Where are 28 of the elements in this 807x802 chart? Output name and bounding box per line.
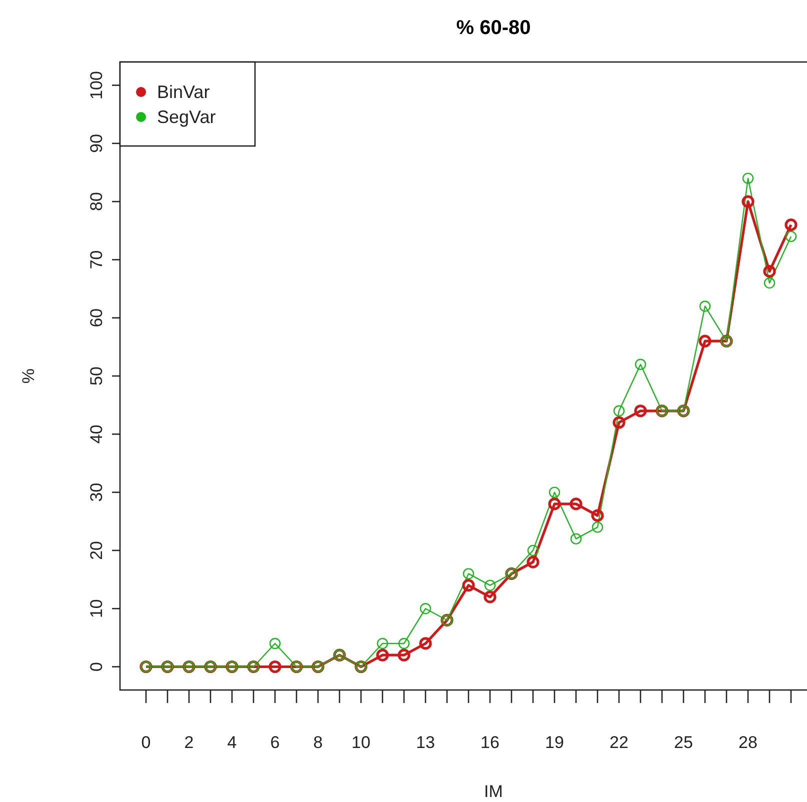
x-tick-label: 8 (313, 733, 323, 752)
x-tick-label: 10 (352, 733, 370, 752)
x-tick-label: 16 (480, 733, 500, 752)
y-tick-label: 50 (87, 366, 106, 386)
y-tick-label: 60 (87, 308, 106, 328)
y-axis-title: % (19, 368, 38, 384)
x-axis-title: IM (484, 782, 503, 801)
legend-label: SegVar (157, 107, 216, 127)
y-tick-label: 20 (87, 540, 106, 560)
y-tick-label: 70 (87, 250, 106, 270)
x-tick-label: 25 (674, 733, 693, 752)
x-tick-label: 6 (270, 733, 280, 752)
chart-title: % 60-80 (456, 17, 531, 39)
y-tick-label: 90 (87, 134, 106, 153)
legend-label: BinVar (157, 82, 210, 102)
y-tick-label: 10 (87, 599, 106, 618)
x-tick-label: 19 (545, 733, 564, 752)
y-tick-label: 40 (87, 424, 106, 444)
x-tick-label: 13 (416, 733, 435, 752)
y-tick-label: 80 (87, 192, 106, 212)
x-tick-label: 22 (610, 733, 628, 752)
x-tick-label: 2 (184, 733, 194, 752)
y-tick-label: 30 (87, 482, 106, 502)
y-tick-label: 100 (87, 71, 106, 100)
x-tick-label: 28 (738, 733, 758, 752)
x-tick-label: 0 (141, 733, 151, 752)
y-tick-label: 0 (87, 662, 106, 672)
x-tick-label: 4 (227, 733, 237, 752)
